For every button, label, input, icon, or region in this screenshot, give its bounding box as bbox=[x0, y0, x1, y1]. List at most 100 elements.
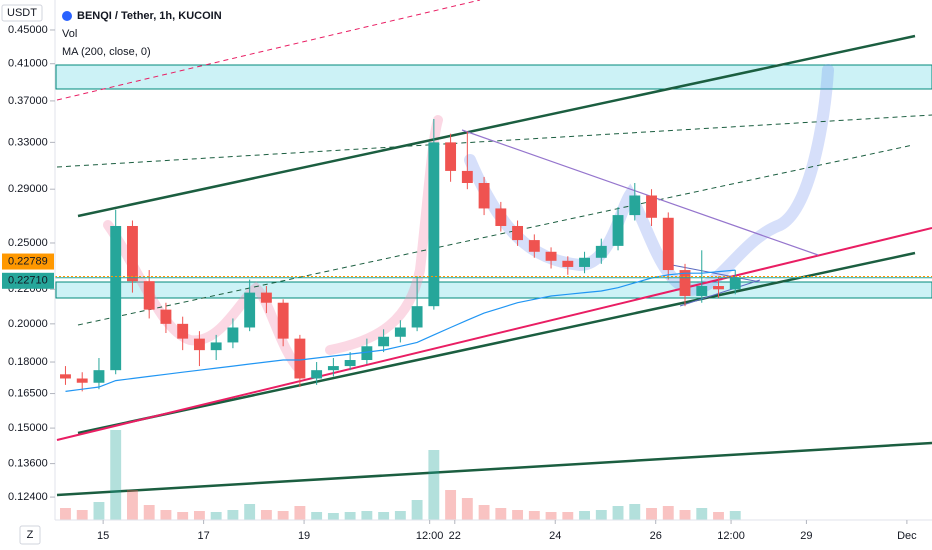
volume-bar bbox=[579, 511, 590, 520]
volume-bar bbox=[210, 512, 222, 520]
candle-body bbox=[461, 170, 473, 183]
volume-bar bbox=[679, 510, 691, 520]
volume-bar bbox=[461, 498, 473, 520]
candle-body bbox=[378, 336, 390, 347]
candle-body bbox=[244, 292, 256, 328]
volume-bar bbox=[512, 510, 524, 520]
currency-box bbox=[1, 4, 43, 22]
zoom-button[interactable] bbox=[19, 525, 41, 545]
volume-bar bbox=[445, 490, 457, 520]
indicator-label: Vol bbox=[62, 28, 77, 40]
volume-bar bbox=[428, 450, 440, 520]
volume-bar bbox=[177, 512, 189, 520]
y-tick-label: 0.12400 bbox=[8, 491, 48, 503]
candle-body bbox=[495, 208, 507, 226]
y-tick-label: 0.25000 bbox=[8, 237, 48, 249]
currency: USDT bbox=[7, 7, 37, 19]
drawings bbox=[55, 0, 932, 497]
candle-body bbox=[260, 292, 272, 303]
y-tick-label: 0.13600 bbox=[8, 458, 48, 470]
y-tick-label: 0.15000 bbox=[8, 422, 48, 434]
candle-body bbox=[679, 270, 691, 296]
volume-bar bbox=[612, 506, 624, 520]
candle-body bbox=[210, 342, 222, 351]
y-tick-label: 0.33000 bbox=[8, 136, 48, 148]
x-tick-label: 12:00 bbox=[416, 530, 444, 542]
highlight-path bbox=[464, 64, 834, 297]
zoom-label: Z bbox=[27, 529, 34, 541]
volume-bar bbox=[478, 505, 490, 520]
trend-line bbox=[77, 34, 916, 218]
candle-body bbox=[478, 182, 490, 209]
candle-body bbox=[110, 225, 122, 371]
volume-bar bbox=[495, 508, 507, 520]
candle-body bbox=[662, 217, 674, 271]
candle-body bbox=[143, 281, 155, 310]
candle-body bbox=[445, 142, 457, 171]
x-tick-label: 22 bbox=[449, 530, 461, 542]
y-tick-label: 0.16500 bbox=[8, 387, 48, 399]
y-tick-label: 0.37000 bbox=[8, 95, 48, 107]
volume-bar bbox=[394, 511, 406, 520]
volume-bar bbox=[227, 510, 239, 520]
y-tick-label: 0.41000 bbox=[8, 58, 48, 70]
volume-bar bbox=[160, 510, 172, 520]
legend-label: MA (200, close, 0) bbox=[62, 46, 151, 58]
x-tick-label: 12:00 bbox=[717, 530, 745, 542]
candle-body bbox=[394, 327, 406, 337]
volume-bar bbox=[277, 511, 289, 520]
price-badge-label: 0.22789 bbox=[8, 255, 48, 267]
price-badge bbox=[2, 272, 54, 289]
volume-bar bbox=[729, 511, 741, 520]
candle-body bbox=[327, 366, 339, 371]
trend-line bbox=[56, 441, 932, 497]
volume-bar bbox=[662, 506, 674, 520]
volume-bar bbox=[545, 512, 557, 520]
x-tick-label: Dec bbox=[897, 530, 917, 542]
candle-body bbox=[595, 245, 607, 258]
x-tick-label: 15 bbox=[97, 530, 109, 542]
price-badge-label: 0.22710 bbox=[8, 275, 48, 287]
y-tick-label: 0.18000 bbox=[8, 356, 48, 368]
trend-line bbox=[56, 227, 932, 441]
volume-bar bbox=[629, 504, 641, 520]
candle-body bbox=[311, 370, 323, 379]
candle-body bbox=[177, 323, 189, 339]
x-tick-label: 29 bbox=[800, 530, 812, 542]
candle-body bbox=[60, 374, 71, 379]
volume-bar bbox=[595, 510, 607, 520]
trend-line bbox=[56, 0, 481, 101]
candle-body bbox=[127, 225, 138, 282]
candle-body bbox=[545, 251, 557, 261]
candle-body bbox=[562, 260, 574, 267]
volume-bar bbox=[60, 508, 71, 520]
ma-line bbox=[65, 269, 736, 392]
x-tick-label: 26 bbox=[650, 530, 662, 542]
candle-body bbox=[294, 338, 306, 379]
trend-line bbox=[461, 129, 819, 256]
volume-bar bbox=[696, 508, 708, 520]
candle-body bbox=[344, 360, 356, 367]
candle-body bbox=[160, 309, 172, 324]
symbol-icon bbox=[62, 11, 72, 21]
candle-body bbox=[696, 286, 708, 296]
candle-body bbox=[629, 195, 641, 216]
volume-bar bbox=[562, 512, 574, 520]
plot bbox=[55, 118, 932, 520]
volume-bar bbox=[411, 500, 423, 520]
trend-line bbox=[77, 251, 916, 435]
trend-line bbox=[679, 279, 761, 307]
volume-bar bbox=[378, 512, 390, 520]
trend-line bbox=[77, 144, 914, 326]
volume-bar bbox=[193, 511, 205, 520]
trend-line bbox=[671, 264, 761, 283]
price-badge bbox=[2, 253, 54, 270]
x-tick-label: 24 bbox=[549, 530, 561, 542]
candle-body bbox=[76, 378, 88, 383]
volume-bar bbox=[327, 513, 339, 520]
volume-bar bbox=[646, 508, 657, 520]
volume-bar bbox=[93, 502, 105, 520]
volume-bar bbox=[110, 430, 122, 520]
volume-bar bbox=[244, 504, 256, 520]
